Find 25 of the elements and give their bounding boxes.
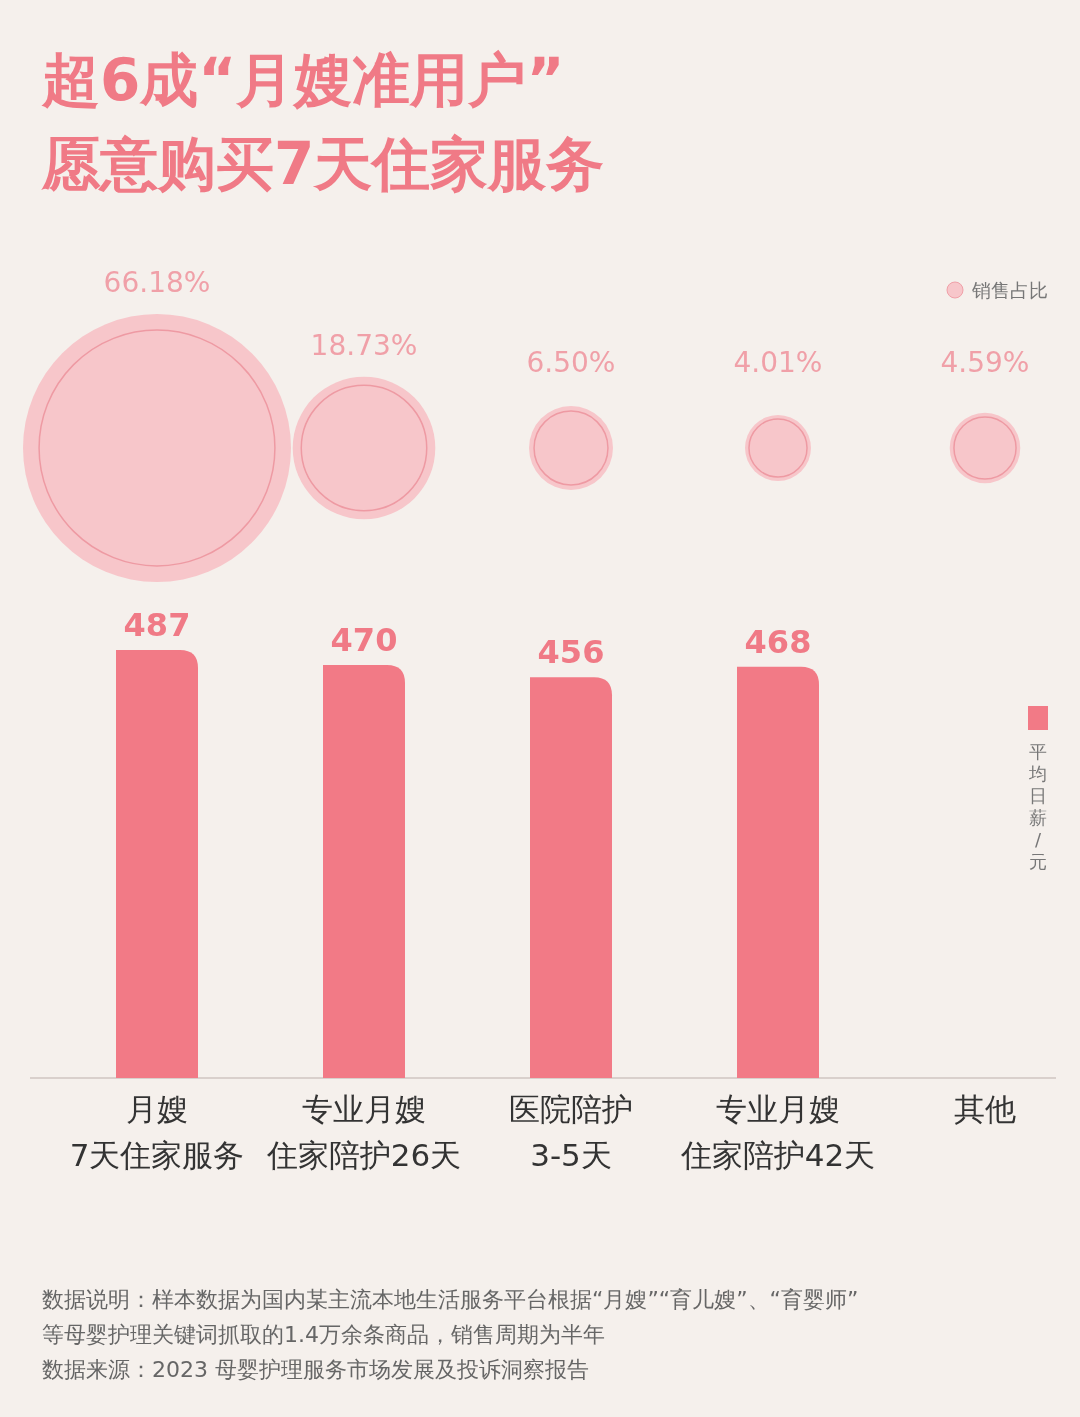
legend-label: 平均日薪/元 <box>1028 741 1047 872</box>
x-tick-label: 专业月嫂住家陪护26天 <box>265 1091 462 1173</box>
text: 数据说明：样本数据为国内某主流本地生活服务平台根据“月嫂”“育儿嫂”、“育婴师” 等母婴护理关键词抓取的1.4万余条商品，销售周期为半年 <box>42 1287 859 1347</box>
text: 超6成“月嫂准用户” 愿意购买7天住家服务 <box>41 46 605 198</box>
source-note: 数据来源：2023 母婴护理服务市场发展及投诉洞察报告 <box>42 1357 589 1382</box>
bar <box>116 650 198 1078</box>
data-label: 487 <box>123 606 191 644</box>
x-tick-label: 专业月嫂住家陪护42天 <box>679 1091 876 1173</box>
data-label: 6.50% <box>526 346 616 379</box>
bar <box>737 666 819 1078</box>
data-label: 4.59% <box>940 346 1030 379</box>
x-tick-label: 医院陪护3-5天 <box>509 1091 633 1173</box>
legend-label: 销售占比 <box>971 279 1048 301</box>
bar <box>530 677 612 1078</box>
data-label: 470 <box>330 620 398 659</box>
x-tick-label: 其他 <box>954 1091 1016 1127</box>
data-label: 18.73% <box>310 328 418 362</box>
x-tick-label: 月嫂7天住家服务 <box>69 1091 245 1173</box>
data-label: 456 <box>537 633 605 672</box>
legend: 销售占比 <box>946 279 1048 301</box>
data-label: 4.01% <box>733 346 823 379</box>
legend: 平均日薪/元 <box>1028 706 1048 872</box>
data-label: 66.18% <box>103 266 211 299</box>
data-label: 468 <box>744 622 812 661</box>
bar <box>323 664 405 1078</box>
